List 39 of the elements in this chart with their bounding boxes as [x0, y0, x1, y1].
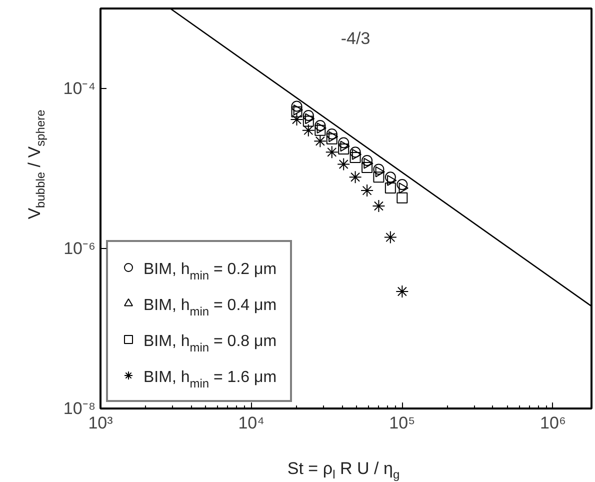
point: [375, 166, 385, 178]
point: [396, 192, 408, 204]
point: [314, 134, 327, 148]
point: [396, 285, 409, 298]
point: [373, 164, 384, 175]
point: [350, 152, 361, 164]
x-tick-label: 10⁴: [238, 414, 264, 432]
y-tick-label: 10⁻⁶: [64, 239, 96, 258]
annotation: -4/3: [340, 29, 370, 48]
point: [396, 179, 408, 190]
point: [387, 174, 397, 186]
point: [326, 128, 338, 140]
y-axis-title: Vbubble / Vsphere: [25, 109, 48, 220]
point: [398, 182, 408, 194]
point: [362, 154, 373, 166]
x-tick-label: 10⁵: [389, 414, 416, 432]
point: [314, 120, 326, 131]
point: [302, 116, 314, 127]
point: [373, 172, 384, 183]
point: [362, 162, 373, 173]
point: [290, 112, 304, 126]
point: [338, 144, 350, 155]
point: [348, 170, 362, 184]
point: [360, 184, 374, 198]
point: [302, 110, 314, 121]
x-tick-label: 10⁶: [540, 414, 566, 432]
point: [338, 137, 350, 148]
point: [372, 199, 386, 212]
point: [384, 230, 397, 244]
point: [384, 182, 396, 194]
point: [340, 140, 350, 152]
point: [337, 158, 350, 171]
point: [384, 172, 396, 183]
point: [325, 146, 338, 159]
point: [305, 113, 315, 124]
point: [291, 100, 302, 112]
point: [364, 158, 374, 169]
point: [302, 124, 315, 137]
y-tick-label: 10⁻⁴: [63, 79, 96, 98]
